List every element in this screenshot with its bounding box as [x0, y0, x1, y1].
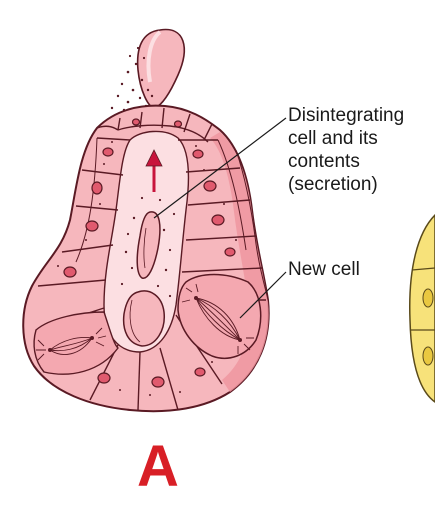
secretion-blob: [136, 28, 186, 109]
sloughing-cell: [122, 290, 165, 347]
panel-letter: A: [137, 434, 179, 499]
secretion-leader-line: [153, 117, 287, 219]
secretion-label-line-4: (secretion): [288, 174, 378, 195]
secretion-label: Disintegrating cell and its contents (se…: [288, 104, 435, 196]
secretion-arrow: [145, 149, 163, 192]
cell-nuclei: [63, 118, 236, 388]
new-cell-leader-line: [239, 271, 287, 319]
new-cell: [177, 273, 262, 360]
neighbor-gland: [408, 213, 435, 403]
cell-boundaries: [35, 107, 269, 411]
disintegrating-cell: [136, 211, 161, 279]
dividing-cell-left: [33, 311, 119, 375]
secretion-label-line-3: contents: [288, 151, 360, 172]
secretion-label-line-2: cell and its: [288, 128, 378, 149]
new-cell-label: New cell: [288, 259, 360, 280]
secretion-label-line-1: Disintegrating: [288, 105, 405, 126]
